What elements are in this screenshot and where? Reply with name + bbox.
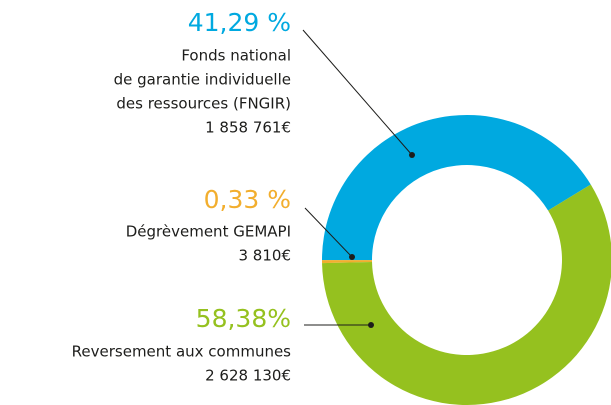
slice [322, 184, 611, 405]
leader-line [302, 29, 413, 156]
category-label: Reversement aux communes [72, 343, 292, 361]
amount-label: 3 810€ [239, 247, 292, 265]
category-label: Fonds national [181, 47, 291, 65]
percent-label: 41,29 % [188, 8, 291, 37]
leader-dot [368, 322, 374, 328]
leader-line [304, 207, 353, 258]
leader-dot [409, 152, 415, 158]
slice [321, 114, 591, 261]
category-label: Dégrèvement GEMAPI [126, 223, 291, 241]
category-label: des ressources (FNGIR) [116, 95, 291, 113]
percent-label: 58,38% [196, 304, 291, 333]
percent-label: 0,33 % [204, 185, 291, 214]
category-label: de garantie individuelle [114, 71, 291, 89]
amount-label: 1 858 761€ [205, 119, 291, 137]
leader-dot [349, 254, 355, 260]
amount-label: 2 628 130€ [205, 367, 291, 385]
slice [322, 260, 373, 264]
